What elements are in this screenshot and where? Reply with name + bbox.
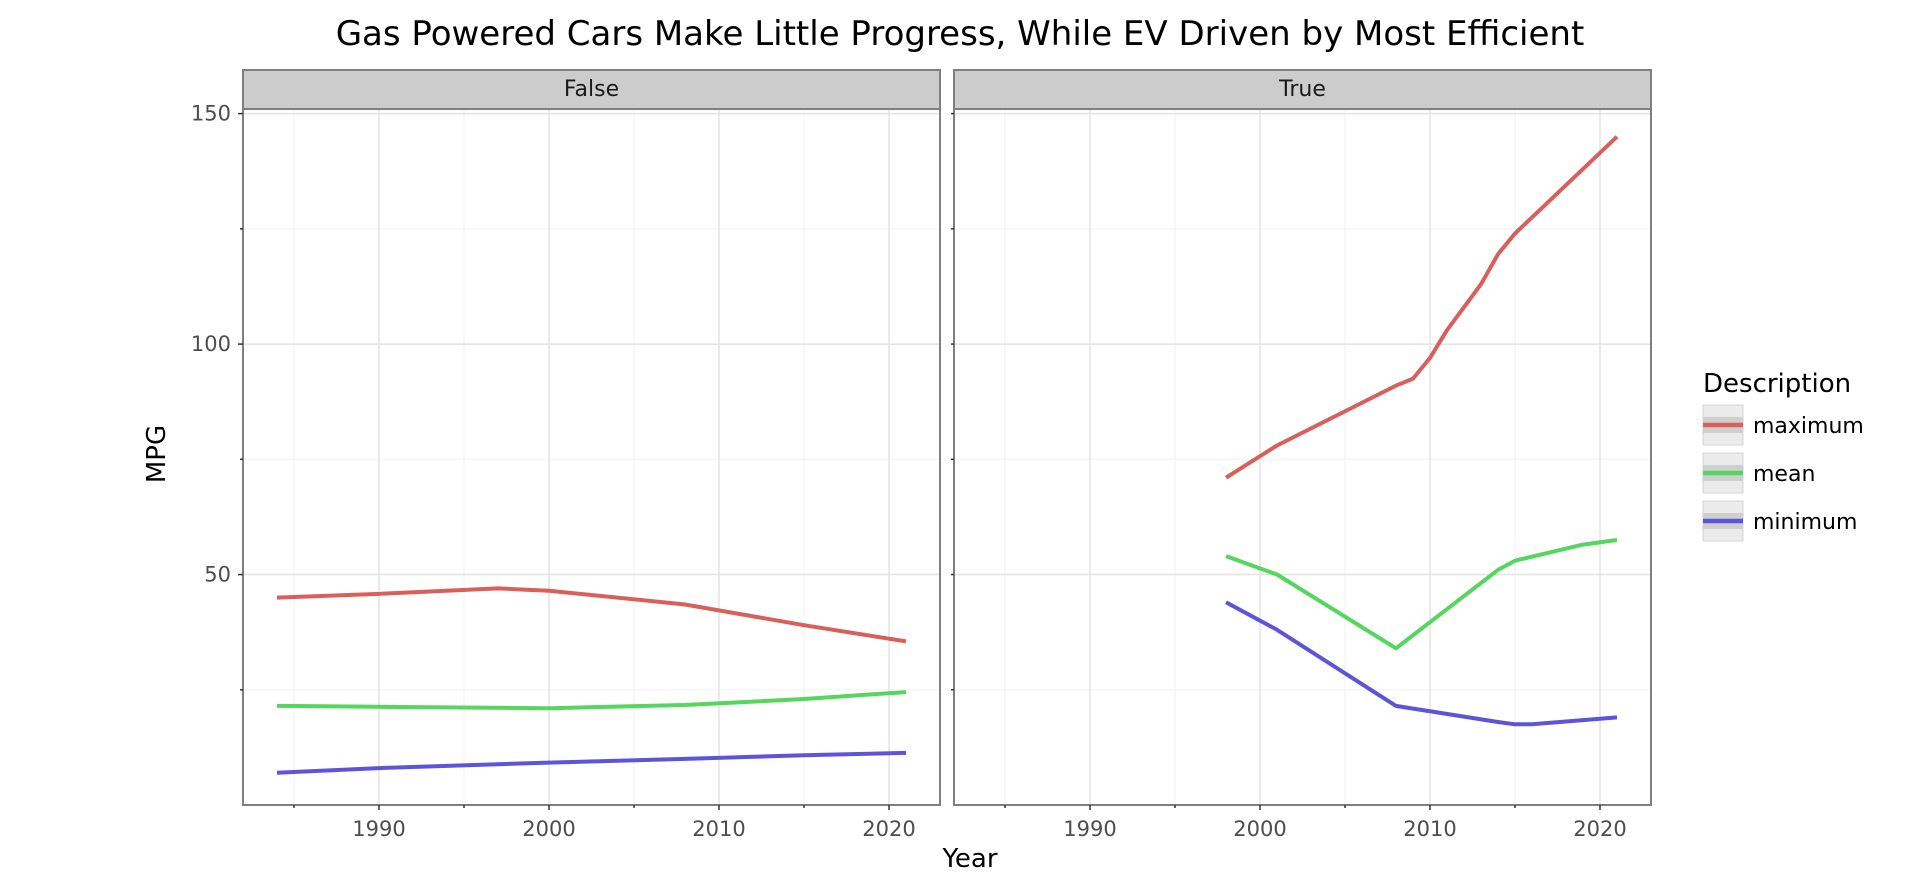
panel-true: True	[953, 69, 1652, 806]
x-tick-label: 2010	[692, 817, 745, 841]
chart-title: Gas Powered Cars Make Little Progress, W…	[336, 14, 1585, 54]
facet-strip	[953, 69, 1652, 110]
x-tick-label: 2000	[522, 817, 575, 841]
x-tick-label: 2000	[1233, 817, 1286, 841]
legend-label-minimum: minimum	[1753, 510, 1857, 535]
plot-background	[954, 109, 1651, 805]
series-line-mean	[1225, 538, 1618, 651]
series-line-minimum	[276, 750, 907, 775]
legend: Description maximum mean minimum	[1702, 369, 1864, 542]
series-line-minimum	[1225, 600, 1618, 727]
x-tick-label: 2020	[862, 817, 915, 841]
series-line-maximum	[1224, 135, 1619, 480]
series-line-mean	[276, 690, 907, 711]
x-tick-label: 1990	[352, 817, 405, 841]
panel-false: False	[242, 69, 941, 806]
x-tick-label: 2020	[1573, 817, 1626, 841]
y-axis: 50 100 150	[191, 102, 954, 691]
facet-strip-label: False	[564, 77, 619, 102]
x-tick-label: 2010	[1403, 817, 1456, 841]
legend-label-maximum: maximum	[1753, 414, 1864, 439]
facet-strip	[242, 69, 941, 110]
y-axis-label: MPG	[142, 425, 172, 483]
x-tick-label: 1990	[1063, 817, 1116, 841]
plot-background	[243, 109, 940, 805]
y-tick-label: 50	[204, 563, 231, 587]
facet-strip-label: True	[1278, 77, 1326, 102]
x-axis-label: Year	[941, 844, 997, 874]
y-tick-label: 100	[191, 332, 231, 356]
legend-title: Description	[1703, 369, 1851, 399]
x-axis: 1990 2000 2010 2020 1990 2000 2010 2020	[293, 805, 1627, 841]
series-line-maximum	[276, 586, 907, 644]
legend-label-mean: mean	[1753, 462, 1815, 487]
y-tick-label: 150	[191, 102, 231, 126]
